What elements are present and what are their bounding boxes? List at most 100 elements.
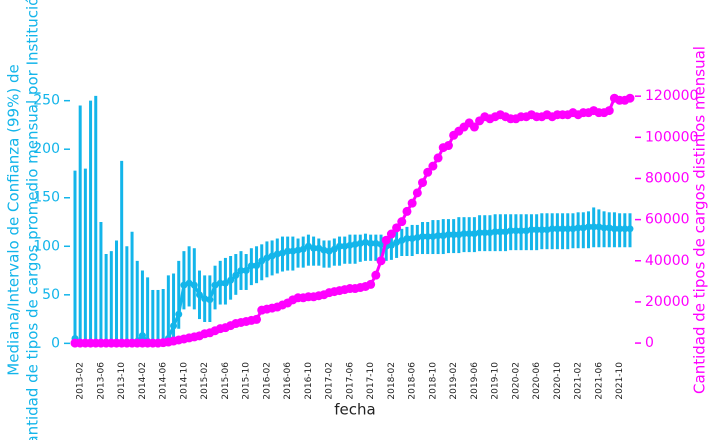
point: [381, 235, 391, 245]
point: [346, 241, 354, 249]
point: [371, 270, 381, 280]
point: [351, 240, 359, 248]
y2-tick-label: 20000: [645, 294, 690, 310]
y2-tick-label: 60000: [645, 212, 690, 228]
point: [289, 247, 297, 255]
point: [481, 229, 489, 237]
x-tick-label: 2020-06: [532, 362, 542, 400]
point: [543, 226, 551, 234]
point: [299, 245, 307, 253]
point: [408, 235, 416, 243]
point: [625, 93, 635, 103]
point: [284, 247, 292, 255]
point: [621, 225, 629, 233]
x-tick-label: 2019-10: [491, 362, 501, 400]
point: [553, 225, 561, 233]
point: [175, 310, 183, 318]
point: [330, 245, 338, 253]
point: [387, 241, 395, 249]
x-tick-label: 2016-10: [304, 362, 314, 400]
y2-tick-label: 40000: [645, 253, 690, 269]
point: [242, 267, 250, 275]
point: [294, 246, 302, 254]
point: [538, 226, 546, 234]
x-tick-label: 2021-10: [615, 362, 625, 400]
point: [491, 228, 499, 236]
point: [465, 230, 473, 238]
y2-tick-label: 100000: [645, 129, 698, 145]
point: [429, 233, 437, 241]
point: [361, 238, 369, 246]
y2-tick-label: 120000: [645, 88, 698, 104]
point: [418, 178, 428, 188]
point: [469, 122, 479, 132]
point: [247, 262, 255, 270]
point: [626, 225, 634, 233]
x-tick-label: 2017-06: [345, 362, 355, 400]
point: [216, 279, 224, 287]
y2-tick-label: 80000: [645, 170, 690, 186]
point: [392, 223, 402, 233]
x-tick-label: 2015-02: [200, 362, 210, 400]
y-tick-label: 100: [33, 238, 60, 254]
point: [522, 227, 530, 235]
point: [402, 206, 412, 216]
point: [574, 224, 582, 232]
point: [195, 291, 203, 299]
x-tick-label: 2020-10: [553, 362, 563, 400]
point: [569, 225, 577, 233]
point: [356, 239, 364, 247]
x-tick-label: 2013-02: [76, 362, 86, 400]
x-tick-label: 2017-02: [325, 362, 335, 400]
point: [397, 217, 407, 227]
point: [341, 242, 349, 250]
point: [412, 188, 422, 198]
y-tick-label: 200: [33, 141, 60, 157]
point: [423, 167, 433, 177]
x-tick-label: 2014-02: [138, 362, 148, 400]
y2-tick-label: 0: [645, 335, 654, 351]
point: [450, 231, 458, 239]
x-tick-label: 2021-06: [594, 362, 604, 400]
point: [533, 226, 541, 234]
point: [590, 223, 598, 231]
point: [610, 225, 618, 233]
point: [517, 227, 525, 235]
point: [201, 295, 209, 303]
point: [170, 322, 178, 330]
point: [460, 230, 468, 238]
point: [600, 224, 608, 232]
point: [443, 141, 453, 151]
point: [527, 226, 535, 234]
point: [227, 276, 235, 284]
point: [595, 223, 603, 231]
x-tick-label: 2018-10: [428, 362, 438, 400]
point: [433, 153, 443, 163]
point: [252, 314, 262, 324]
x-tick-label: 2016-02: [262, 362, 272, 400]
point: [237, 267, 245, 275]
point: [507, 227, 515, 235]
point: [206, 296, 214, 304]
point: [428, 161, 438, 171]
point: [476, 229, 484, 237]
x-tick-label: 2013-06: [96, 362, 106, 400]
y-axis-label: Mediana/Intervalo de Confianza (99%) de: [5, 64, 23, 375]
x-tick-label: 2015-06: [221, 362, 231, 400]
point: [419, 233, 427, 241]
x-tick-label: 2018-06: [408, 362, 418, 400]
y-tick-label: 250: [33, 93, 60, 109]
point: [439, 232, 447, 240]
point: [496, 228, 504, 236]
y-axis-label: cantidad de tipos de cargos promedio men…: [24, 0, 42, 440]
x-tick-label: 2018-02: [387, 362, 397, 400]
point: [502, 228, 510, 236]
point: [403, 235, 411, 243]
x-tick-label: 2016-06: [283, 362, 293, 400]
point: [444, 231, 452, 239]
point: [559, 225, 567, 233]
x-tick-label: 2019-06: [470, 362, 480, 400]
point: [413, 234, 421, 242]
point: [470, 230, 478, 238]
